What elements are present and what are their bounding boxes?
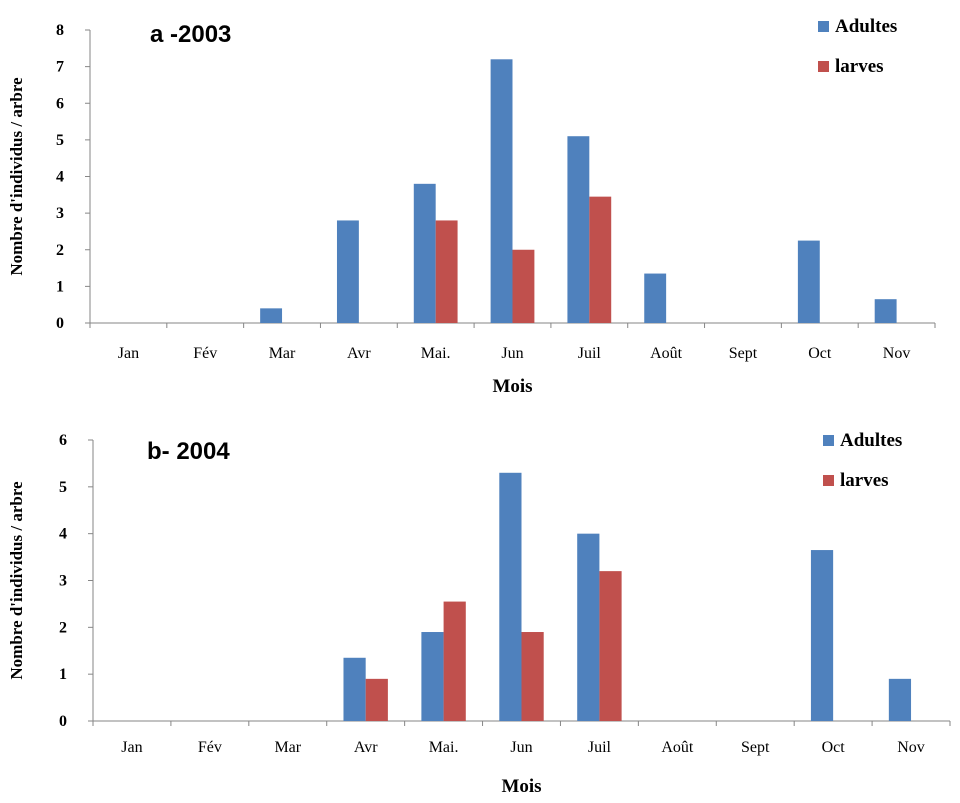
- bar-adultes-Mai.: [421, 632, 444, 721]
- y-tick-label: 5: [59, 479, 67, 496]
- y-tick-label: 5: [56, 132, 64, 149]
- chart-title: a -2003: [150, 21, 231, 48]
- y-tick-label: 2: [56, 242, 64, 259]
- x-tick-label: Fév: [193, 345, 217, 362]
- bar-adultes-Nov: [874, 299, 897, 323]
- x-tick-label: Jan: [118, 345, 139, 362]
- x-tick-label: Avr: [347, 345, 371, 362]
- x-tick-label: Sept: [741, 739, 770, 756]
- y-tick-label: 0: [56, 315, 64, 332]
- legend-swatch-adultes: [823, 435, 834, 446]
- x-tick-label: Jun: [510, 739, 532, 756]
- x-tick-label: Juil: [578, 345, 602, 362]
- x-tick-label: Fév: [198, 739, 222, 756]
- x-tick-label: Nov: [897, 739, 925, 756]
- y-tick-label: 3: [56, 205, 64, 222]
- y-tick-label: 6: [56, 95, 64, 112]
- bar-adultes-Oct: [810, 550, 834, 721]
- x-tick-label: Août: [661, 739, 694, 756]
- legend-swatch-larves: [818, 61, 829, 72]
- x-tick-label: Juil: [588, 739, 612, 756]
- bar-larves-Juil: [599, 571, 622, 721]
- x-tick-label: Oct: [808, 345, 832, 362]
- chart-2003: a -2003 0 1 2 3 4 5 6 7 8 Jan Fév Mar Avr Mai. Jun Juil…: [7, 16, 936, 397]
- chart-2004: b- 2004 0 1 2 3 4 5 6 Jan Fév Mar Avr Mai. Jun Juil Ao…: [7, 430, 951, 797]
- chart-title: b- 2004: [147, 438, 230, 465]
- x-tick-label: Mai.: [421, 345, 451, 362]
- bar-adultes-Juil: [567, 136, 590, 323]
- y-tick-label: 0: [59, 713, 67, 730]
- bar-larves-Mai.: [435, 220, 458, 323]
- legend-label-adultes: Adultes: [835, 16, 897, 37]
- y-axis-title: Nombre d'individus / arbre: [7, 77, 26, 276]
- x-tick-label: Jan: [121, 739, 142, 756]
- bar-adultes-Oct: [797, 240, 820, 323]
- bar-larves-Avr: [365, 678, 388, 721]
- x-axis-title: Mois: [492, 376, 532, 397]
- bar-larves-Mai.: [443, 601, 466, 721]
- y-tick-label: 7: [56, 59, 64, 76]
- x-axis-title: Mois: [501, 776, 541, 797]
- y-tick-label: 2: [59, 619, 67, 636]
- bar-adultes-Nov: [888, 678, 912, 721]
- x-tick-label: Nov: [883, 345, 911, 362]
- bar-larves-Jun: [521, 632, 544, 721]
- legend-label-adultes: Adultes: [840, 430, 902, 451]
- bar-adultes-Mai.: [413, 183, 436, 323]
- y-tick-label: 4: [59, 526, 67, 543]
- x-tick-label: Sept: [729, 345, 758, 362]
- legend-label-larves: larves: [840, 470, 889, 491]
- x-tick-label: Mar: [274, 739, 301, 756]
- bar-adultes-Juil: [577, 533, 600, 721]
- y-tick-label: 8: [56, 22, 64, 39]
- y-tick-label: 3: [59, 573, 67, 590]
- bar-adultes-Avr: [336, 220, 359, 323]
- bar-adultes-Avr: [343, 657, 366, 721]
- y-tick-label: 1: [59, 666, 67, 683]
- y-tick-label: 6: [59, 432, 67, 449]
- bar-adultes-Mar: [260, 308, 283, 323]
- x-tick-label: Avr: [354, 739, 378, 756]
- x-tick-label: Août: [650, 345, 683, 362]
- x-tick-label: Oct: [822, 739, 846, 756]
- legend-swatch-adultes: [818, 21, 829, 32]
- x-tick-label: Mar: [269, 345, 296, 362]
- y-tick-label: 4: [56, 169, 64, 186]
- legend-label-larves: larves: [835, 56, 884, 77]
- bar-larves-Jun: [512, 249, 535, 323]
- bar-adultes-Août: [644, 273, 667, 323]
- bar-adultes-Jun: [490, 59, 513, 324]
- bar-larves-Juil: [589, 196, 612, 323]
- legend-swatch-larves: [823, 475, 834, 486]
- x-tick-label: Mai.: [429, 739, 459, 756]
- x-tick-label: Jun: [501, 345, 523, 362]
- y-axis-title: Nombre d'individus / arbre: [7, 481, 26, 680]
- bar-adultes-Jun: [499, 472, 522, 721]
- y-tick-label: 1: [56, 278, 64, 295]
